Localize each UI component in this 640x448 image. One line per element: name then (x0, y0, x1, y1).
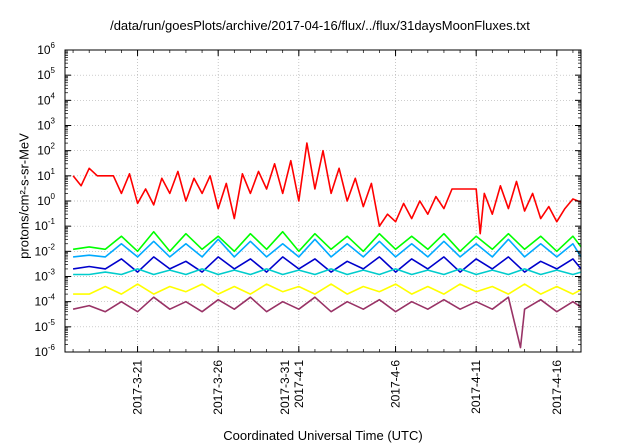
series-line-5 (73, 268, 582, 276)
series-line-1 (72, 142, 582, 235)
y-tick-label: 101 (37, 167, 55, 183)
y-tick-label: 100 (37, 192, 55, 208)
x-axis-label: Coordinated Universal Time (UTC) (223, 428, 423, 443)
x-tick-label: 2017-3-21 (131, 360, 145, 415)
series-line-3 (73, 238, 582, 258)
series-line-4 (72, 256, 582, 273)
y-tick-label: 10-6 (35, 343, 56, 359)
chart-title: /data/run/goesPlots/archive/2017-04-16/f… (110, 18, 530, 33)
series-line-2 (72, 230, 582, 253)
y-tick-label: 10-4 (35, 293, 56, 309)
y-tick-label: 10-5 (35, 318, 56, 334)
series-layer (72, 142, 582, 349)
x-axis-ticks: 2017-3-21 2017-3-26 2017-3-31 2017-4-1 2017-… (72, 50, 574, 415)
x-tick-label: 2017-4-1 (292, 360, 306, 408)
grid (65, 50, 581, 352)
series-line-7 (72, 296, 582, 349)
x-tick-label: 2017-3-31 (278, 360, 292, 415)
y-tick-label: 103 (37, 117, 55, 133)
y-tick-label: 10-1 (35, 217, 56, 233)
x-tick-label: 2017-3-26 (211, 360, 225, 415)
y-tick-label: 10-3 (35, 268, 56, 284)
y-tick-label: 106 (37, 41, 55, 57)
x-tick-label: 2017-4-6 (389, 360, 403, 408)
y-tick-label: 104 (37, 91, 55, 107)
y-tick-label: 102 (37, 142, 55, 158)
y-axis-ticks: 10-6 10-5 10-4 10-3 10-2 10-1 100 101 102 103 104 1… (35, 41, 581, 359)
x-tick-label: 2017-4-11 (469, 360, 483, 414)
series-line-6 (73, 283, 582, 295)
y-tick-label: 10-2 (35, 242, 56, 258)
y-tick-label: 105 (37, 66, 55, 82)
x-tick-label: 2017-4-16 (550, 360, 564, 415)
